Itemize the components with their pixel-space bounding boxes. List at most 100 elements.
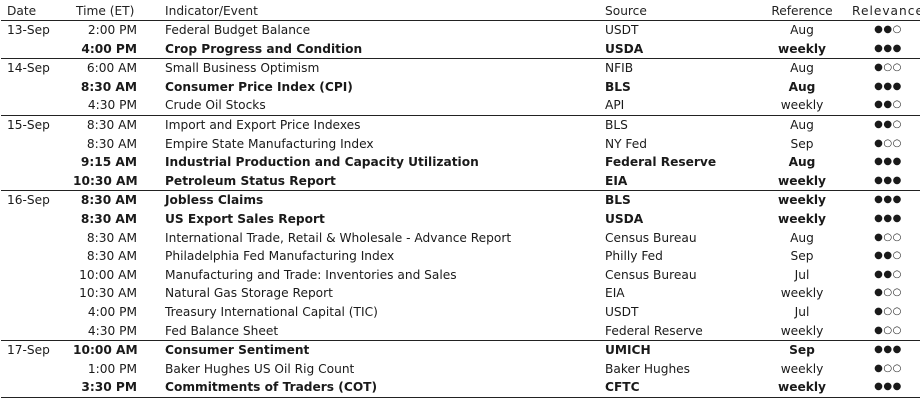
time-cell: 4:00 PM <box>81 41 137 56</box>
date-cell <box>1 210 73 229</box>
column-header-date: Date <box>7 4 37 18</box>
table-body: 13-Sep 2:00 PM Federal Budget Balance USDT A… <box>1 21 920 398</box>
source-cell: CFTC <box>605 378 753 398</box>
table-row: 1:00 PM Baker Hughes US Oil Rig Count Bake… <box>1 360 920 379</box>
table-row: 17-Sep 10:00 AM Consumer Sentiment UMICH Sep… <box>1 340 920 360</box>
table-row: 8:30 AM US Export Sales Report USDA weekly ●… <box>1 210 920 229</box>
header-row: Date Time (ET) Indicator/Event Source Re… <box>1 2 920 21</box>
source-cell: Federal Reserve <box>605 323 703 338</box>
reference-cell: Aug <box>753 58 851 78</box>
source-cell: BLS <box>605 114 753 135</box>
source-cell: API <box>605 98 625 113</box>
source-cell: Philly Fed <box>605 249 663 264</box>
indicator-cell: Consumer Price Index (CPI) <box>165 79 353 94</box>
time-cell: 2:00 PM <box>87 23 137 37</box>
column-header-relevance: Relevance <box>852 4 920 18</box>
indicator-cell: International Trade, Retail & Wholesale … <box>165 230 512 245</box>
date-cell <box>1 153 73 172</box>
table-row: 8:30 AM Consumer Price Index (CPI) BLS Aug ●… <box>1 78 920 97</box>
time-cell: 4:30 PM <box>87 98 137 113</box>
relevance-cell: ●●● <box>874 80 902 92</box>
indicator-cell: Natural Gas Storage Report <box>165 286 333 301</box>
reference-cell: weekly <box>753 378 851 398</box>
reference-cell: Aug <box>790 23 814 37</box>
relevance-cell: ●●● <box>851 378 920 398</box>
time-cell: 10:00 AM <box>79 267 137 282</box>
indicator-cell: Crop Progress and Condition <box>165 41 363 56</box>
indicator-cell: Commitments of Traders (COT) <box>155 378 605 398</box>
time-cell: 10:00 AM <box>73 340 155 360</box>
table-row: 13-Sep 2:00 PM Federal Budget Balance USDT A… <box>1 21 920 40</box>
date-cell <box>1 322 73 341</box>
indicator-cell: Baker Hughes US Oil Rig Count <box>165 361 355 376</box>
time-cell: 3:30 PM <box>73 378 155 398</box>
indicator-cell: Crude Oil Stocks <box>165 98 266 113</box>
reference-cell: Aug <box>753 114 851 135</box>
relevance-cell: ●○○ <box>874 137 902 149</box>
date-cell <box>1 266 73 285</box>
column-header-time: Time (ET) <box>76 4 135 18</box>
indicator-cell: Small Business Optimism <box>155 58 605 78</box>
reference-cell: weekly <box>780 286 824 301</box>
source-cell: USDT <box>605 23 639 37</box>
table-row: 9:15 AM Industrial Production and Capacit… <box>1 153 920 172</box>
table-row: 15-Sep 8:30 AM Import and Export Price Ind… <box>1 114 920 135</box>
table-row: 4:00 PM Treasury International Capital (T… <box>1 303 920 322</box>
date-cell: 13-Sep <box>7 23 50 37</box>
column-header-source: Source <box>605 4 647 18</box>
indicator-cell: Philadelphia Fed Manufacturing Index <box>165 249 395 264</box>
time-cell: 10:30 AM <box>73 173 138 188</box>
date-cell <box>1 284 73 303</box>
relevance-cell: ●○○ <box>851 58 920 78</box>
date-cell <box>1 378 73 398</box>
source-cell: USDA <box>605 211 644 226</box>
table-row: 4:30 PM Fed Balance Sheet Federal Reserve w… <box>1 322 920 341</box>
column-header-indicator: Indicator/Event <box>165 4 258 18</box>
relevance-cell: ●○○ <box>874 287 902 299</box>
indicator-cell: Treasury International Capital (TIC) <box>165 304 378 319</box>
table-row: 14-Sep 6:00 AM Small Business Optimism NFIB… <box>1 58 920 78</box>
relevance-cell: ●●● <box>851 190 920 210</box>
date-cell: 14-Sep <box>1 58 73 78</box>
date-cell <box>1 172 73 191</box>
reference-cell: weekly <box>777 41 827 56</box>
indicator-cell: Empire State Manufacturing Index <box>165 136 374 151</box>
indicator-cell: Jobless Claims <box>155 190 605 210</box>
relevance-cell: ●●○ <box>851 114 920 135</box>
relevance-cell: ●●○ <box>874 268 902 280</box>
relevance-cell: ●●● <box>874 156 902 168</box>
time-cell: 8:30 AM <box>86 230 137 245</box>
relevance-cell: ●○○ <box>874 305 902 317</box>
source-cell: EIA <box>605 173 628 188</box>
source-cell: Federal Reserve <box>605 155 717 170</box>
source-cell: USDT <box>605 304 639 319</box>
indicator-cell: Manufacturing and Trade: Inventories and… <box>165 267 457 282</box>
source-cell: Baker Hughes <box>605 361 691 376</box>
date-cell <box>1 303 73 322</box>
table-row: 10:30 AM Natural Gas Storage Report EIA wee… <box>1 284 920 303</box>
time-cell: 10:30 AM <box>79 286 137 301</box>
source-cell: BLS <box>605 79 631 94</box>
indicator-cell: US Export Sales Report <box>165 211 325 226</box>
time-cell: 8:30 AM <box>80 211 137 226</box>
time-cell: 4:00 PM <box>87 304 137 319</box>
reference-cell: weekly <box>777 211 827 226</box>
time-cell: 9:15 AM <box>80 155 137 170</box>
source-cell: Census Bureau <box>605 267 697 282</box>
table-header: Date Time (ET) Indicator/Event Source Re… <box>1 2 920 21</box>
time-cell: 1:00 PM <box>87 361 137 376</box>
table-row: 16-Sep 8:30 AM Jobless Claims BLS weekly ●●● <box>1 190 920 210</box>
table-row: 3:30 PM Commitments of Traders (COT) CFTC w… <box>1 378 920 398</box>
reference-cell: Jul <box>794 304 810 319</box>
relevance-cell: ●●● <box>874 212 902 224</box>
relevance-cell: ●●○ <box>874 24 902 35</box>
source-cell: EIA <box>605 286 625 301</box>
reference-cell: weekly <box>780 361 824 376</box>
column-header-reference: Reference <box>771 4 833 18</box>
reference-cell: weekly <box>777 173 827 188</box>
source-cell: Census Bureau <box>605 230 697 245</box>
indicator-cell: Federal Budget Balance <box>165 23 311 37</box>
table-row: 10:00 AM Manufacturing and Trade: Invento… <box>1 266 920 285</box>
reference-cell: Aug <box>788 79 816 94</box>
